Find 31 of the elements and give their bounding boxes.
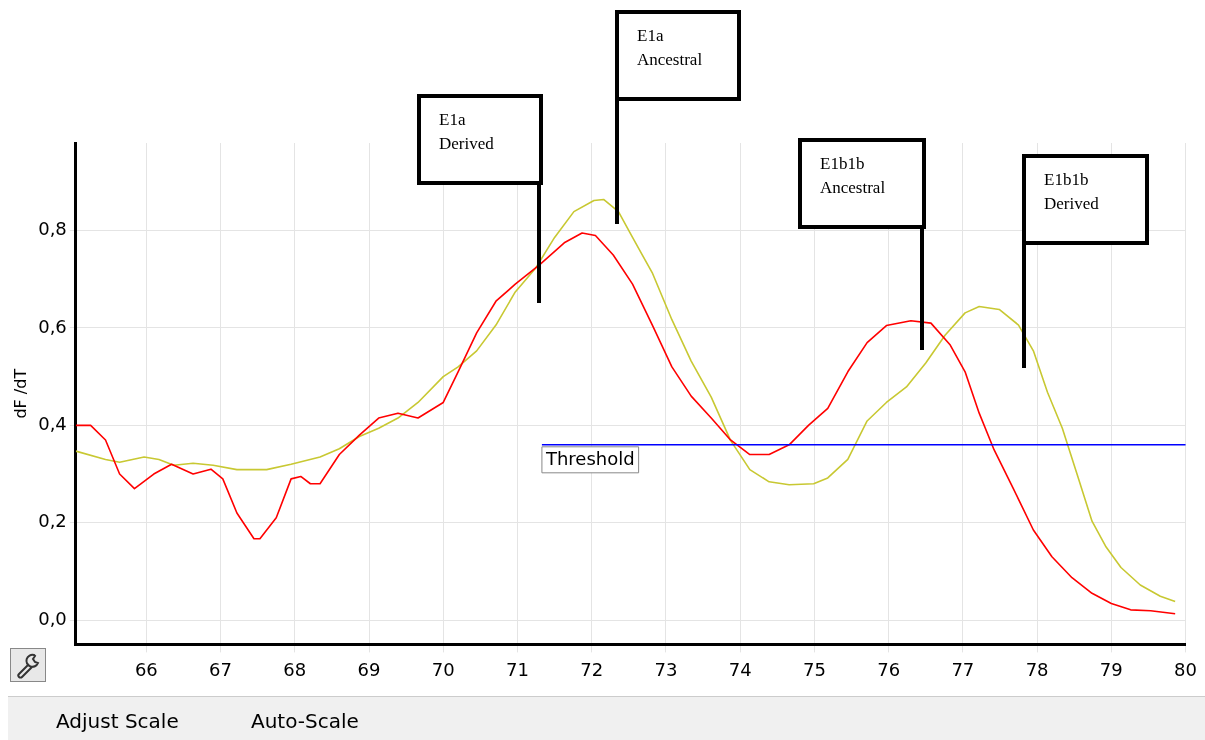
y-axis-title: dF /dT [10,368,30,419]
x-tick-label: 71 [506,658,529,680]
x-tick-label: 68 [283,658,307,680]
annotation: E1b1b Ancestral [820,153,887,199]
annotation: E1a Derived [439,109,495,155]
x-tick-label: 76 [877,658,901,680]
x-tick-label: 70 [431,658,455,680]
y-tick-label: 0,2 [38,510,67,532]
y-tick-label: 0,0 [38,607,67,629]
y-tick-label: 0,8 [38,218,67,240]
x-tick-label: 73 [654,658,678,680]
x-tick-label: 75 [802,658,826,680]
x-tick-label: 69 [357,658,381,680]
callout-box: E1a Ancestral [615,10,741,224]
x-tick-label: 74 [728,658,752,680]
callout-box: E1b1b Derived [1022,154,1149,368]
x-tick-label: 79 [1099,658,1123,680]
text: Auto-Scale [251,709,359,733]
x-tick-label: 77 [951,658,975,680]
x-tick-label: 80 [1174,658,1197,680]
text: Adjust Scale [56,709,179,733]
x-tick-label: 78 [1025,658,1049,680]
x-tick-label: 72 [580,658,604,680]
ref-line-label: Threshold [544,448,635,470]
annotation: E1b1b Derived [1044,169,1100,215]
x-tick-label: 67 [209,658,233,680]
callout-box: E1a Derived [417,94,543,303]
y-tick-label: 0,4 [38,413,67,435]
y-tick-label: 0,6 [38,315,67,337]
callout-box: E1b1b Ancestral [798,138,926,350]
x-tick-label: 66 [134,658,158,680]
